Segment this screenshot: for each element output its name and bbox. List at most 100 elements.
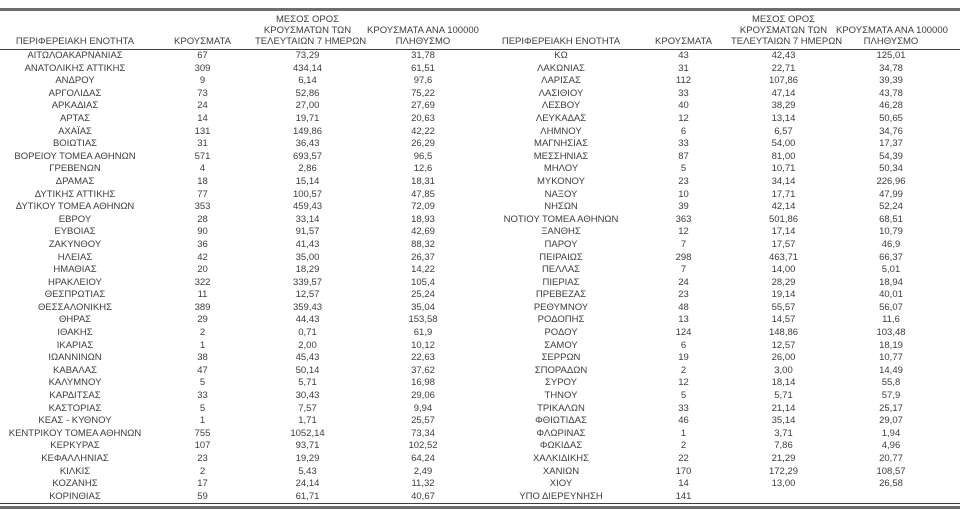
right-cases-cell: 87 xyxy=(678,150,689,162)
left-region-cell: ΚΑΣΤΟΡΙΑΣ xyxy=(48,402,102,414)
right-region-cell: ΤΗΝΟΥ xyxy=(544,390,578,402)
header-per100k-left: ΚΡΟΥΣΜΑΤΑ ΑΝΑ 100000 ΠΛΗΘΥΣΜΟ xyxy=(360,11,486,50)
right-avg7-cell: 148,86 xyxy=(768,327,799,339)
left-avg7-cell: 359,43 xyxy=(292,301,323,313)
right-cases-cell: 48 xyxy=(678,301,689,313)
right-region-cell: ΧΑΝΙΩΝ xyxy=(542,465,580,477)
right-cases-cell: 23 xyxy=(678,289,689,301)
left-per100k-cell: 18,31 xyxy=(411,175,435,187)
right-avg7-cell: 3,00 xyxy=(774,364,793,376)
right-per100k-cell: 26,58 xyxy=(879,478,903,490)
right-per100k-cell: 50,34 xyxy=(879,163,903,175)
right-cases-cell: 298 xyxy=(675,251,692,263)
right-region-cell: ΛΕΥΚΑΔΑΣ xyxy=(535,112,587,124)
right-avg7-cell: 81,00 xyxy=(771,150,796,162)
left-cases-cell: 20 xyxy=(197,264,208,276)
right-region-cell: ΧΙΟΥ xyxy=(549,478,573,490)
left-cases-cell: 36 xyxy=(197,238,208,250)
right-per100k-cell: 1,94 xyxy=(881,427,901,439)
right-per100k-cell: 46,28 xyxy=(879,100,903,112)
left-region-cell: ΙΚΑΡΙΑΣ xyxy=(56,339,94,351)
left-cases-cell: 309 xyxy=(194,62,211,74)
table-row: ΔΥΤΙΚΟΥ ΤΟΜΕΑ ΑΘΗΝΩΝ 353 459,43 72,09 ΝΗΣΩΝ 3… xyxy=(0,201,960,214)
right-avg7-cell: 463,71 xyxy=(768,251,799,263)
left-avg7-cell: 30,43 xyxy=(295,390,320,402)
right-cases-cell: 112 xyxy=(675,75,692,87)
right-region-cell: ΥΠΟ ΔΙΕΡΕΥΝΗΣΗ xyxy=(519,490,603,502)
left-cases-cell: 131 xyxy=(194,125,211,137)
table-row: ΑΙΤΩΛΟΑΚΑΡΝΑΝΙΑΣ 67 73,29 31,78 ΚΩ 43 42,43 125… xyxy=(0,50,960,63)
left-avg7-cell: 36,43 xyxy=(295,138,320,150)
report-page: ΠΕΡΙΦΕΡΕΙΑΚΗ ΕΝΟΤΗΤΑ ΚΡΟΥΣΜΑΤΑ ΜΕΣΟΣ ΟΡΟ… xyxy=(0,8,960,510)
left-cases-cell: 38 xyxy=(197,352,208,364)
right-cases-cell: 39 xyxy=(678,201,689,213)
left-avg7-cell: 149,86 xyxy=(292,125,323,137)
left-avg7-cell: 24,14 xyxy=(295,478,320,490)
left-cases-cell: 18 xyxy=(197,175,208,187)
regional-cases-table: ΠΕΡΙΦΕΡΕΙΑΚΗ ΕΝΟΤΗΤΑ ΚΡΟΥΣΜΑΤΑ ΜΕΣΟΣ ΟΡΟ… xyxy=(0,11,960,504)
right-region-cell: ΛΗΜΝΟΥ xyxy=(540,125,582,137)
right-cases-cell: 10 xyxy=(678,188,689,200)
left-region-cell: ΑΙΤΩΛΟΑΚΑΡΝΑΝΙΑΣ xyxy=(27,50,123,61)
right-cases-cell: 33 xyxy=(678,402,689,414)
right-cases-cell: 40 xyxy=(678,100,689,112)
left-region-cell: ΑΝΔΡΟΥ xyxy=(55,75,95,87)
left-cases-cell: 47 xyxy=(197,364,208,376)
table-row: ΘΕΣΣΑΛΟΝΙΚΗΣ 389 359,43 35,04 ΡΕΘΥΜΝΟΥ 48 55,5… xyxy=(0,302,960,315)
right-region-cell: ΣΥΡΟΥ xyxy=(545,377,577,389)
header-avg7-left-line3: ΤΕΛΕΥΤΑΙΩΝ 7 ΗΜΕΡΩΝ xyxy=(255,36,367,47)
table-row: ΑΡΤΑΣ 14 19,71 20,63 ΛΕΥΚΑΔΑΣ 12 13,14 50,65 xyxy=(0,113,960,126)
header-avg7-left: ΜΕΣΟΣ ΟΡΟΣ ΚΡΟΥΣΜΑΤΩΝ ΤΩΝ ΤΕΛΕΥΤΑΙΩΝ 7 Η… xyxy=(255,11,366,50)
left-cases-cell: 31 xyxy=(197,138,208,150)
right-avg7-cell: 42,43 xyxy=(771,50,796,61)
right-cases-cell: 12 xyxy=(678,112,689,124)
table-row: ΑΧΑΪΑΣ 131 149,86 42,22 ΛΗΜΝΟΥ 6 6,57 34,76 xyxy=(0,126,960,139)
right-avg7-cell: 17,14 xyxy=(771,226,796,238)
right-cases-cell: 124 xyxy=(675,327,692,339)
left-avg7-cell: 2,00 xyxy=(298,339,317,351)
right-avg7-cell: 21,29 xyxy=(771,453,796,464)
right-region-cell: ΠΙΕΡΙΑΣ xyxy=(542,276,580,288)
left-per100k-cell: 105,4 xyxy=(411,276,435,288)
right-region-cell: ΛΑΡΙΣΑΣ xyxy=(541,75,581,87)
right-avg7-cell: 3,71 xyxy=(774,427,793,439)
right-cases-cell: 23 xyxy=(678,175,689,187)
header-per100k-left-line1: ΚΡΟΥΣΜΑΤΑ ΑΝΑ 100000 xyxy=(367,25,479,36)
table-row: ΔΥΤΙΚΗΣ ΑΤΤΙΚΗΣ 77 100,57 47,85 ΝΑΞΟΥ 10 17,71… xyxy=(0,189,960,202)
left-cases-cell: 5 xyxy=(199,377,206,389)
left-per100k-cell: 96,5 xyxy=(413,150,433,162)
left-region-cell: ΚΕΑΣ - ΚΥΘΝΟΥ xyxy=(38,415,112,427)
right-cases-cell: 43 xyxy=(678,50,689,61)
right-region-cell: ΠΡΕΒΕΖΑΣ xyxy=(535,289,587,301)
right-per100k-cell xyxy=(836,491,960,504)
left-per100k-cell: 20,63 xyxy=(411,112,435,124)
left-cases-cell: 28 xyxy=(197,213,208,225)
left-cases-cell: 11 xyxy=(197,289,208,301)
right-avg7-cell: 47,14 xyxy=(771,87,796,99)
right-per100k-cell: 68,51 xyxy=(879,213,903,225)
right-avg7-cell: 13,00 xyxy=(771,478,796,490)
left-cases-cell: 4 xyxy=(199,163,206,175)
right-per100k-cell: 4,96 xyxy=(881,440,901,452)
right-per100k-cell: 29,07 xyxy=(879,415,903,427)
table-row: ΗΡΑΚΛΕΙΟΥ 322 339,57 105,4 ΠΙΕΡΙΑΣ 24 28,29 18,… xyxy=(0,277,960,290)
table-row: ΖΑΚΥΝΘΟΥ 36 41,43 88,32 ΠΑΡΟΥ 7 17,57 46,9 xyxy=(0,239,960,252)
right-cases-cell: 363 xyxy=(675,213,692,225)
left-avg7-cell: 6,14 xyxy=(298,75,317,87)
left-avg7-cell: 33,14 xyxy=(295,213,320,225)
left-cases-cell: 1 xyxy=(199,339,206,351)
right-cases-cell: 7 xyxy=(680,264,687,276)
right-avg7-cell: 18,14 xyxy=(771,377,796,389)
left-region-cell: ΔΥΤΙΚΗΣ ΑΤΤΙΚΗΣ xyxy=(34,188,116,200)
table-row: ΑΡΚΑΔΙΑΣ 24 27,00 27,69 ΛΕΣΒΟΥ 40 38,29 46,28 xyxy=(0,100,960,113)
left-region-cell: ΕΒΡΟΥ xyxy=(58,213,92,225)
table-row: ΚΑΛΥΜΝΟΥ 5 5,71 16,98 ΣΥΡΟΥ 12 18,14 55,8 xyxy=(0,377,960,390)
table-row: ΚΟΖΑΝΗΣ 17 24,14 11,32 ΧΙΟΥ 14 13,00 26,58 xyxy=(0,478,960,491)
left-avg7-cell: 693,57 xyxy=(292,150,323,162)
right-region-cell: ΞΑΝΘΗΣ xyxy=(541,226,581,238)
right-avg7-cell: 6,57 xyxy=(774,125,793,137)
right-per100k-cell: 34,76 xyxy=(879,125,903,137)
left-avg7-cell: 1052,14 xyxy=(290,427,325,439)
left-avg7-cell: 0,71 xyxy=(298,327,317,339)
left-per100k-cell: 40,67 xyxy=(411,490,435,502)
